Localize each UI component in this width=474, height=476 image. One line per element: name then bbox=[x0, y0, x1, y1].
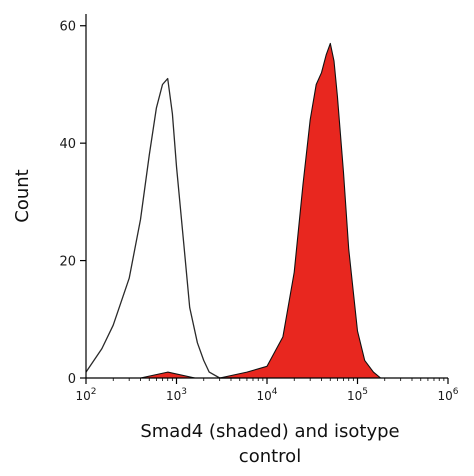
y-tick-label: 60 bbox=[59, 20, 76, 35]
x-axis-title-line-1: Smad4 (shaded) and isotype bbox=[140, 421, 399, 442]
series-smad4-area bbox=[112, 42, 382, 379]
x-axis-title-line-2: control bbox=[239, 446, 301, 467]
x-tick-label: 106 bbox=[437, 387, 458, 403]
y-tick-label: 20 bbox=[59, 255, 76, 270]
series-layer bbox=[85, 42, 382, 379]
axes-layer bbox=[85, 14, 448, 379]
y-axis-title: Count bbox=[12, 169, 33, 222]
series-isotype-control-line bbox=[85, 77, 240, 379]
x-tick-label: 105 bbox=[347, 387, 368, 403]
x-tick-label: 103 bbox=[166, 387, 187, 403]
ticks-layer: 102 103 104 105 106 0 20 40 60 bbox=[59, 20, 458, 403]
y-tick-label: 0 bbox=[68, 372, 76, 387]
y-tick-label: 40 bbox=[59, 137, 76, 152]
x-tick-label: 104 bbox=[256, 387, 277, 403]
x-tick-label: 102 bbox=[75, 387, 96, 403]
